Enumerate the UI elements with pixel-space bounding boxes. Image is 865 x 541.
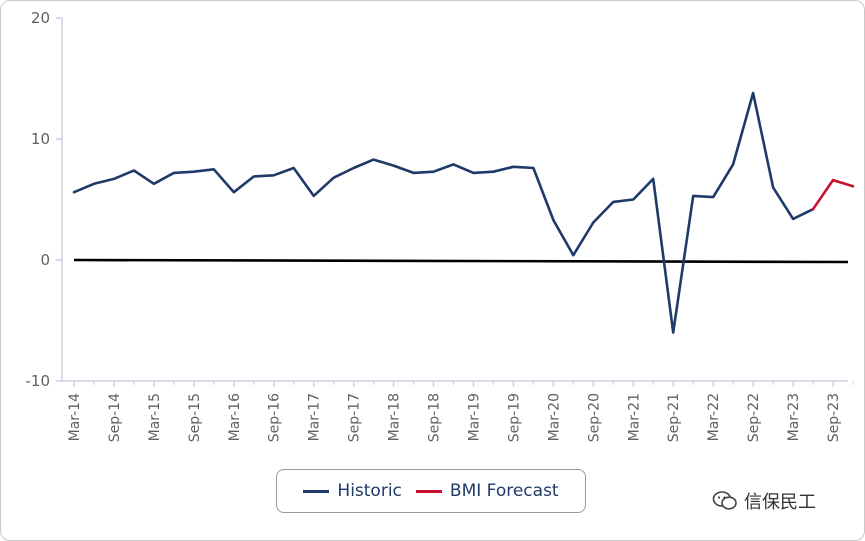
y-tick-label: -10 bbox=[26, 372, 51, 390]
x-tick-label: Sep-19 bbox=[506, 393, 522, 442]
legend-item-bmi-forecast[interactable]: BMI Forecast bbox=[415, 481, 559, 501]
x-tick-label: Mar-14 bbox=[67, 393, 83, 441]
x-tick-label: Sep-14 bbox=[107, 393, 123, 442]
x-tick-label: Sep-17 bbox=[347, 393, 363, 442]
x-tick-label: Mar-19 bbox=[466, 393, 482, 441]
legend-item-historic[interactable]: Historic bbox=[303, 481, 402, 501]
x-tick-label: Mar-17 bbox=[307, 393, 323, 441]
x-axis-ticks: Mar-14 Sep-14 Mar-15 Sep-15 Mar-16 Sep-16 Mar-… bbox=[67, 381, 854, 442]
x-tick-label: Mar-15 bbox=[147, 393, 163, 441]
zero-line bbox=[73, 258, 849, 264]
zero-reference-line bbox=[73, 258, 849, 264]
legend-swatch-historic bbox=[303, 489, 330, 493]
x-tick-label: Mar-22 bbox=[706, 393, 722, 441]
y-axis-ticks: 20 10 0 -10 bbox=[26, 9, 62, 390]
x-tick-label: Mar-21 bbox=[626, 393, 642, 441]
x-tick-label: Sep-21 bbox=[666, 393, 682, 442]
series-layer bbox=[72, 91, 855, 334]
legend-label-bmi-forecast: BMI Forecast bbox=[449, 481, 559, 501]
y-tick-label: 0 bbox=[40, 251, 50, 269]
x-tick-label: Sep-15 bbox=[187, 393, 203, 442]
legend-label-historic: Historic bbox=[337, 481, 402, 501]
x-tick-label: Sep-16 bbox=[267, 393, 283, 442]
wechat-icon bbox=[712, 491, 737, 510]
y-tick-label: 20 bbox=[31, 9, 50, 27]
x-tick-label: Mar-20 bbox=[546, 393, 562, 441]
series-line-historic bbox=[72, 91, 815, 334]
x-tick-label: Sep-22 bbox=[746, 393, 762, 442]
series-line-bmi-forecast bbox=[811, 178, 855, 211]
x-tick-label: Mar-23 bbox=[786, 393, 802, 441]
watermark-text: 信保民工 bbox=[744, 492, 816, 513]
legend: Historic BMI Forecast bbox=[276, 469, 586, 513]
x-tick-label: Sep-23 bbox=[826, 393, 842, 442]
axes bbox=[61, 18, 848, 382]
x-tick-label: Mar-18 bbox=[387, 393, 403, 441]
x-tick-label: Mar-16 bbox=[227, 393, 243, 441]
x-tick-label: Sep-18 bbox=[427, 393, 443, 442]
x-tick-label: Sep-20 bbox=[586, 393, 602, 442]
y-tick-label: 10 bbox=[31, 130, 50, 148]
legend-swatch-bmi-forecast bbox=[415, 489, 442, 493]
watermark: 信保民工 bbox=[712, 488, 816, 514]
